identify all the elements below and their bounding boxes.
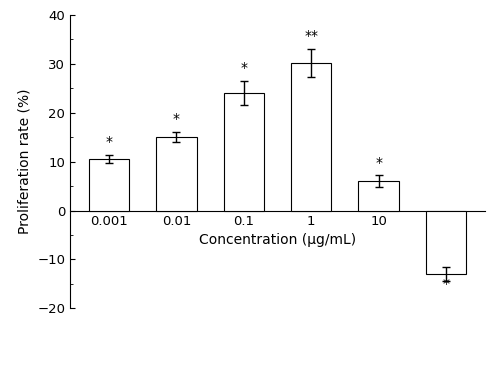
X-axis label: Concentration (μg/mL): Concentration (μg/mL) [199, 233, 356, 247]
Text: *: * [173, 112, 180, 126]
Text: *: * [375, 156, 382, 170]
Bar [224, 93, 264, 211]
Bar [291, 63, 332, 211]
Text: *: * [106, 135, 112, 150]
Text: *: * [240, 61, 248, 75]
Text: **: ** [304, 29, 318, 43]
Y-axis label: Proliferation rate (%): Proliferation rate (%) [18, 89, 32, 234]
Bar [156, 137, 196, 211]
Bar [358, 181, 399, 211]
Bar [426, 211, 466, 274]
Text: *: * [442, 277, 450, 291]
Bar [89, 159, 130, 211]
